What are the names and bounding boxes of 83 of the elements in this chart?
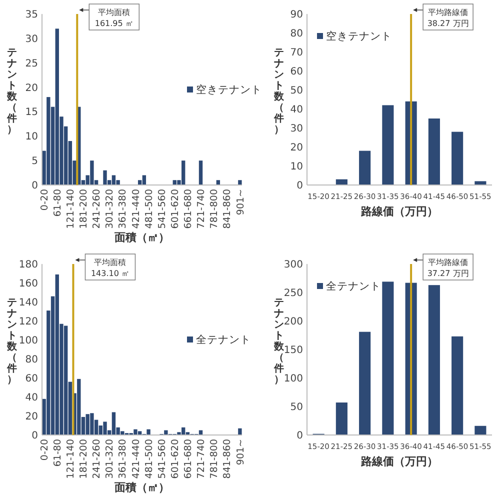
x-tick-label: 841-860 — [222, 439, 234, 479]
y-tick-label: 0 — [296, 430, 303, 442]
x-tick-label: 781-800 — [209, 189, 220, 229]
x-tick-label: 241-260 — [92, 439, 103, 479]
y-tick-label: 20 — [290, 142, 303, 154]
y-tick-label: 300 — [284, 260, 303, 270]
y-tick-label: 90 — [290, 10, 303, 20]
y-tick-label: 15 — [25, 107, 38, 118]
ref-line-label: 平均路線価 38.27 万円 — [427, 8, 469, 28]
x-tick-label: 301-320 — [104, 439, 116, 479]
x-axis-title: 面積（㎡） — [114, 481, 170, 494]
y-tick-label: 5 — [32, 156, 38, 168]
y-tick-label: 50 — [290, 86, 303, 96]
x-tick-label: 0-20 — [39, 189, 50, 211]
x-tick-label: 901~ — [235, 189, 246, 216]
y-tick-label: 0 — [32, 180, 38, 192]
x-tick-label: 421-440 — [130, 189, 142, 229]
x-tick-label: 661-680 — [183, 439, 194, 479]
y-tick-label: 120 — [18, 316, 38, 328]
y-tick-label: 10 — [25, 132, 38, 143]
y-tick-label: 40 — [290, 104, 303, 116]
y-tick-label: 20 — [25, 412, 38, 422]
y-tick-label: 80 — [25, 354, 38, 366]
y-tick-label: 25 — [25, 58, 38, 70]
annotation: 平均面積 161.95 ㎡ — [94, 8, 134, 28]
y-tick-label: 60 — [25, 374, 38, 384]
y-tick-label: 70 — [290, 48, 303, 58]
y-tick-label: 200 — [284, 316, 303, 328]
x-tick-label: 721-740 — [196, 439, 208, 479]
y-tick-label: 60 — [290, 66, 303, 78]
x-tick-label: 61-80 — [52, 189, 64, 217]
y-tick-label: 10 — [290, 162, 303, 172]
x-tick-label: 361-380 — [118, 439, 129, 479]
x-tick-label: 181-200 — [78, 439, 90, 479]
x-tick-label: 121-140 — [66, 189, 77, 229]
x-axis-title: 面積（㎡） — [114, 231, 170, 244]
x-tick-label: 721-740 — [196, 189, 208, 229]
x-tick-label: 541-560 — [156, 189, 168, 229]
y-tick-label: 40 — [25, 392, 38, 404]
y-tick-label: 0 — [32, 430, 38, 442]
x-tick-label: 421-440 — [130, 439, 142, 479]
x-tick-label: 61-80 — [52, 439, 64, 467]
legend-label: 空きテナント — [196, 83, 262, 96]
y-tick-label: 150 — [284, 345, 303, 356]
y-tick-label: 80 — [290, 28, 303, 40]
x-tick-label: 481-500 — [144, 439, 155, 479]
x-tick-label: 0-20 — [39, 439, 50, 461]
x-tick-label: 541-560 — [156, 439, 168, 479]
y-tick-label: 30 — [25, 34, 38, 45]
x-tick-label: 601-620 — [170, 189, 181, 229]
y-axis-title: テナント数（件） — [6, 48, 18, 136]
y-tick-label: 180 — [18, 260, 38, 270]
y-axis-title: テナント数（件） — [273, 298, 285, 386]
x-axis-title: 路線価（万円） — [360, 455, 438, 468]
y-axis-title: テナント数（件） — [6, 298, 18, 386]
x-axis-title: 路線価（万円） — [360, 205, 438, 218]
x-tick-label: 841-860 — [222, 189, 234, 229]
annotation: 平均面積 143.10 ㎡ — [90, 258, 130, 278]
x-tick-label: 601-620 — [170, 439, 181, 479]
x-tick-label: 781-800 — [209, 439, 220, 479]
y-tick-label: 0 — [296, 180, 303, 192]
x-tick-label: 181-200 — [78, 189, 90, 229]
x-tick-label: 481-500 — [144, 189, 155, 229]
x-tick-label: 121-140 — [66, 439, 77, 479]
y-tick-label: 250 — [284, 288, 303, 299]
legend-label: 空きテナント — [326, 30, 392, 43]
y-tick-label: 100 — [18, 336, 38, 346]
legend-label: 全テナント — [196, 334, 251, 346]
x-tick-label: 301-320 — [104, 189, 116, 229]
x-tick-label: 361-380 — [118, 189, 129, 229]
y-axis-title: テナント数（件） — [273, 48, 285, 136]
y-tick-label: 140 — [18, 298, 38, 308]
x-tick-label: 661-680 — [183, 189, 194, 229]
x-tick-label: 241-260 — [92, 189, 103, 229]
y-tick-label: 100 — [284, 374, 303, 384]
y-tick-label: 160 — [18, 278, 38, 290]
y-tick-label: 50 — [290, 402, 303, 413]
legend-label: 全テナント — [326, 280, 381, 293]
x-tick-label: 901~ — [235, 439, 246, 466]
ref-line-label: 平均路線価 37.27 万円 — [427, 258, 469, 278]
y-tick-label: 20 — [25, 82, 38, 94]
y-tick-label: 30 — [290, 124, 303, 134]
y-tick-label: 35 — [25, 10, 38, 20]
